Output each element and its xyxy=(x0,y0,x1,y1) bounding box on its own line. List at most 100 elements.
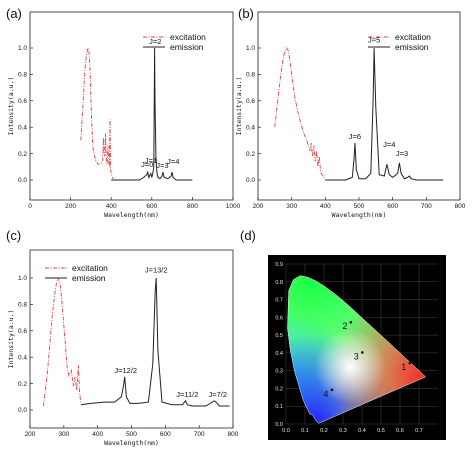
y-tick-label: 1.0 xyxy=(246,45,255,52)
legend-label-excitation: excitation xyxy=(395,32,431,42)
legend-label-emission: emission xyxy=(72,273,106,283)
peak-annotation: J=4 xyxy=(167,157,179,166)
x-tick-label: 600 xyxy=(160,431,171,438)
cie-y-tick: 0.5 xyxy=(275,333,283,339)
peak-annotation: J=1 xyxy=(145,156,157,165)
peak-annotation: J=3 xyxy=(156,161,168,170)
excitation-line xyxy=(274,47,326,181)
emission-line xyxy=(80,277,230,407)
chart-d-cie: 0.0 0.1 0.2 0.3 0.4 0.5 0.6 0.7 0.0 0.1 0.2 0.3 0.4 0… xyxy=(268,255,446,440)
y-tick-label: 0.8 xyxy=(18,302,27,309)
emission-line xyxy=(325,47,444,181)
cie-point-marker xyxy=(361,351,364,354)
excitation-line xyxy=(43,276,82,407)
cie-y-tick: 0.1 xyxy=(275,404,283,410)
y-tick-label: 0.2 xyxy=(18,151,27,158)
cie-point-label: 1 xyxy=(401,362,406,372)
x-tick-label: 400 xyxy=(320,203,331,210)
x-tick-label: 600 xyxy=(146,203,157,210)
peak-annotation: J=6 xyxy=(349,132,361,141)
panel-label-c: (c) xyxy=(6,228,21,243)
legend-label-excitation: excitation xyxy=(170,32,206,42)
peak-annotation: J=11/2 xyxy=(176,390,198,399)
y-tick-label: 1.0 xyxy=(18,45,27,52)
x-tick-label: 800 xyxy=(455,203,466,210)
x-axis-label: Wavelength(nm) xyxy=(332,211,387,219)
x-tick-label: 1000 xyxy=(226,203,241,210)
peak-annotation: J=5 xyxy=(368,36,380,45)
cie-y-tick: 0.0 xyxy=(275,422,283,428)
x-tick-label: 400 xyxy=(106,203,117,210)
x-tick-label: 0 xyxy=(28,203,32,210)
cie-point-marker xyxy=(408,361,412,365)
x-tick-label: 700 xyxy=(194,431,205,438)
y-tick-label: 0.0 xyxy=(246,177,255,184)
y-tick-label: 1.0 xyxy=(18,275,27,282)
x-tick-label: 300 xyxy=(286,203,297,210)
y-tick-label: 0.4 xyxy=(246,124,255,131)
cie-x-tick: 0.4 xyxy=(358,428,366,434)
y-axis-label: Intensity(a.u.) xyxy=(235,77,243,136)
cie-y-tick: 0.9 xyxy=(275,262,283,268)
legend-label-emission: emission xyxy=(395,42,429,52)
x-tick-label: 800 xyxy=(187,203,198,210)
peak-annotation: J=3 xyxy=(396,149,408,158)
panel-label-b: (b) xyxy=(238,6,254,21)
panel-label-a: (a) xyxy=(6,6,22,21)
y-tick-label: 0.4 xyxy=(18,124,27,131)
peak-annotation: J=4 xyxy=(383,140,395,149)
cie-y-tick: 0.7 xyxy=(275,298,283,304)
cie-x-tick: 0.7 xyxy=(415,428,423,434)
cie-x-tick: 0.1 xyxy=(301,428,309,434)
cie-point-label: 3 xyxy=(354,351,359,361)
x-tick-label: 200 xyxy=(253,203,264,210)
plot-frame-c xyxy=(29,249,234,429)
y-tick-label: 0.2 xyxy=(246,151,255,158)
legend-label-excitation: excitation xyxy=(72,263,108,273)
cie-x-tick: 0.3 xyxy=(339,428,347,434)
cie-point-marker xyxy=(330,388,334,392)
y-tick-label: 0.6 xyxy=(18,98,27,105)
cie-point-label: 2 xyxy=(342,321,347,331)
y-tick-label: 0.0 xyxy=(18,177,27,184)
y-axis-label: Intensity(a.u.) xyxy=(7,77,15,136)
y-tick-label: 0.4 xyxy=(18,354,27,361)
legend-label-emission: emission xyxy=(170,42,204,52)
peak-annotation: J=2 xyxy=(149,37,161,46)
plot-frame-a xyxy=(29,11,234,201)
x-axis-label: Wavelength(nm) xyxy=(104,439,159,447)
x-tick-label: 200 xyxy=(25,431,36,438)
panel-label-d: (d) xyxy=(240,228,256,243)
y-axis-label: Intensity(a.u.) xyxy=(7,310,15,369)
cie-y-tick: 0.4 xyxy=(275,351,283,357)
y-tick-label: 0.8 xyxy=(246,72,255,79)
x-tick-label: 200 xyxy=(65,203,76,210)
chart-c: 200 300 400 500 600 700 800 0.0 0.2 0.4 0.6 0.8 1.0 W… xyxy=(7,249,239,447)
peak-annotation: J=7/2 xyxy=(208,390,227,399)
x-tick-label: 500 xyxy=(354,203,365,210)
x-tick-label: 400 xyxy=(92,431,103,438)
excitation-line xyxy=(80,46,114,179)
chart-a: 0 200 400 600 800 1000 0.0 0.2 0.4 0.6 0.8 1.0 Wavel… xyxy=(7,11,241,219)
x-tick-label: 600 xyxy=(387,203,398,210)
peak-annotation: J=0 xyxy=(141,160,153,169)
cie-y-tick: 0.2 xyxy=(275,386,283,392)
cie-point-label: 4 xyxy=(323,389,328,399)
emission-line xyxy=(111,47,193,181)
cie-x-tick: 0.6 xyxy=(396,428,404,434)
cie-x-tick: 0.5 xyxy=(377,428,385,434)
cie-y-tick: 0.8 xyxy=(275,280,283,286)
chart-b: 200 300 400 500 600 700 800 0.0 0.2 0.4 0.6 0.8 1.0 W… xyxy=(235,11,466,219)
peak-annotation: J=12/2 xyxy=(114,366,137,375)
cie-point-marker xyxy=(349,320,353,324)
x-tick-label: 300 xyxy=(58,431,69,438)
cie-locus-outline xyxy=(287,275,427,424)
y-tick-label: 0.0 xyxy=(18,407,27,414)
x-tick-label: 700 xyxy=(421,203,432,210)
y-tick-label: 0.6 xyxy=(18,328,27,335)
y-tick-label: 0.6 xyxy=(246,98,255,105)
x-tick-label: 500 xyxy=(126,431,137,438)
y-tick-label: 0.8 xyxy=(18,72,27,79)
peak-annotation: J=13/2 xyxy=(145,266,168,275)
